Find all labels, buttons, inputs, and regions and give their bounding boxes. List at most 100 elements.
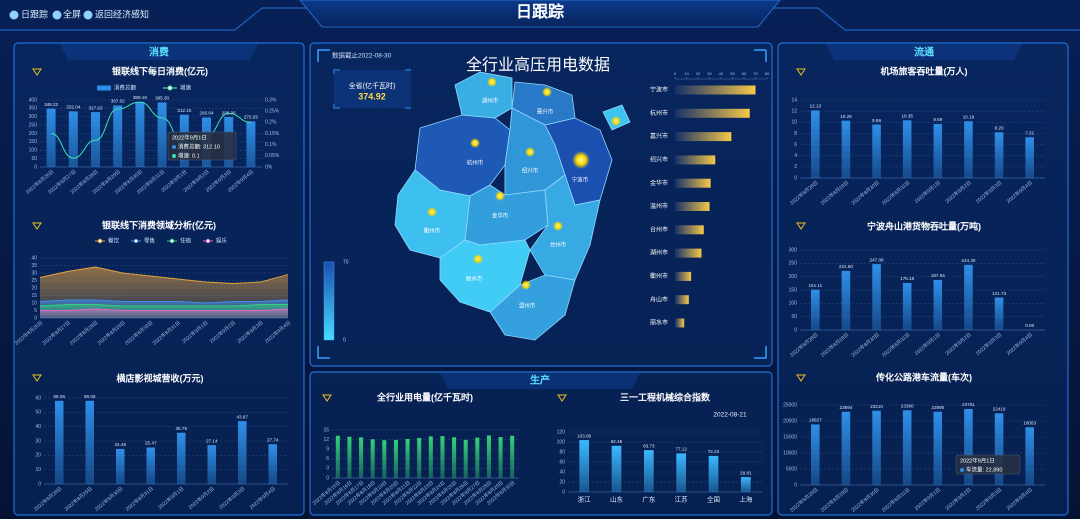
panel-title: 生产 [530, 374, 550, 387]
map-label: 杭州市 [467, 158, 484, 166]
y-tick-label: 8 [794, 131, 797, 137]
map-region [529, 174, 601, 281]
y-tick-label: 衢州市 [650, 272, 668, 280]
bar [841, 270, 851, 330]
marker-icon [32, 68, 42, 76]
y-tick-label: 150 [29, 139, 38, 145]
y-tick-label: 20000 [783, 418, 797, 424]
x-tick-label: 广东 [642, 495, 656, 504]
bar [933, 279, 943, 330]
value-label: 12.13 [810, 104, 822, 109]
marker-icon [796, 222, 806, 230]
bar [428, 436, 433, 478]
marker-icon [322, 394, 332, 402]
y-tick-label: 3 [326, 466, 329, 472]
bar [933, 411, 943, 485]
value-label: 327.63 [88, 105, 102, 110]
frame-corner [317, 49, 767, 359]
y-tick-label: 30 [31, 270, 37, 276]
bar [157, 102, 167, 167]
nav-link[interactable]: 返回经济感知 [95, 8, 149, 19]
value-label: 295.64 [199, 111, 213, 116]
bar [440, 436, 445, 478]
tooltip-item: 增速: 0.1 [178, 151, 200, 159]
value-label: 367.02 [111, 99, 125, 104]
panel-title-bar [440, 373, 640, 389]
y-tick-label: 20 [31, 285, 37, 291]
nav-icon [83, 10, 93, 20]
y-tick-label: 300 [29, 114, 38, 120]
y-tick-label: 50 [35, 410, 41, 416]
bar [498, 437, 503, 478]
y-tick-label: 金华市 [650, 179, 668, 187]
bar [902, 283, 912, 330]
map-dot [572, 151, 590, 169]
area-fill [40, 309, 288, 318]
map-dot [487, 77, 497, 87]
bar [643, 450, 654, 492]
bar [268, 444, 278, 484]
bar [675, 318, 685, 328]
nav-link[interactable]: 日跟踪 [21, 8, 48, 19]
chart-subtitle: 数据截止2022-08-30 [332, 51, 392, 60]
value-label: 9.69 [933, 117, 942, 122]
bar [902, 410, 912, 485]
marker-icon [796, 68, 806, 76]
tooltip-bullet [172, 145, 176, 149]
panel-title-bar [60, 44, 258, 60]
y-tick-label: 绍兴市 [650, 155, 668, 163]
box-corner [333, 69, 411, 109]
x-tick-label: 20 [696, 71, 701, 76]
panel-title: 流通 [914, 46, 934, 59]
y-tick-label: 0 [562, 489, 565, 495]
y-tick-label: 温州市 [650, 202, 668, 210]
bar [85, 400, 95, 484]
bar [675, 202, 710, 211]
bar [382, 440, 387, 478]
value-label: 58.05 [54, 394, 66, 399]
y2-tick-label: 0.1% [265, 142, 277, 148]
x-tick-label: 60 [742, 71, 747, 76]
visual-map-label: 0 [343, 337, 346, 343]
marker-icon [557, 394, 567, 402]
bar [841, 120, 851, 178]
marker-icon [32, 222, 42, 230]
legend-label: 零售 [144, 236, 155, 244]
map-label: 嘉兴市 [537, 107, 554, 115]
nav-link[interactable]: 全屏 [63, 8, 81, 19]
y-tick-label: 20 [35, 453, 41, 459]
y-tick-label: 250 [789, 261, 798, 267]
value-label: 77.12 [675, 447, 687, 452]
y2-tick-label: 0.05% [265, 153, 280, 159]
value-label: 43.87 [237, 414, 249, 419]
nav-icon [9, 10, 19, 20]
bar [115, 448, 125, 484]
value-label: 83.73 [643, 443, 655, 448]
y-tick-label: 嘉兴市 [650, 132, 668, 140]
value-label: 385.30 [155, 96, 169, 101]
chart-title: 银联线下消费领域分析(亿元) [102, 219, 216, 230]
line-series [39, 299, 289, 304]
value-label: 298.06 [222, 110, 236, 115]
bar [964, 121, 973, 178]
value-label: 7.31 [1025, 130, 1034, 135]
bar [246, 121, 256, 167]
value-label: 244.30 [961, 258, 975, 263]
line-series [39, 266, 289, 284]
value-label: 8.20 [995, 126, 1004, 131]
x-tick-label: 0 [674, 71, 677, 76]
value-label: 10.29 [840, 114, 852, 119]
bar [486, 435, 491, 478]
y-tick-label: 台州市 [650, 225, 668, 233]
value-label: 0.00 [1025, 323, 1034, 328]
panel-title: 消费 [149, 46, 169, 59]
value-label: 221.60 [839, 264, 853, 269]
bar [740, 477, 751, 492]
value-label: 24.45 [115, 442, 127, 447]
bar [964, 408, 973, 485]
y-tick-label: 0 [794, 327, 797, 333]
nav-icon [52, 10, 62, 20]
bar [872, 124, 881, 178]
panel [777, 42, 1069, 516]
